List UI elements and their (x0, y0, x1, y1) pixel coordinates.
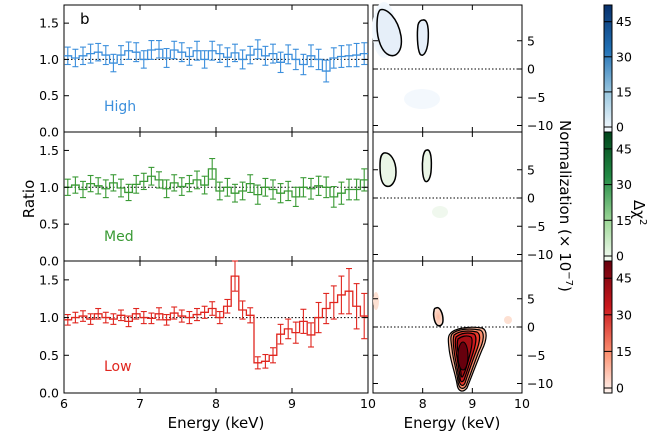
low-faint-region (373, 292, 379, 310)
y-tick-label: 0.5 (39, 348, 59, 363)
right-y-tick-label: 0 (527, 191, 535, 206)
right-panel-high (372, 2, 523, 133)
right-panel-med-frame (372, 131, 523, 262)
colorbar-tick-label: 30 (616, 307, 632, 322)
series-label-low: Low (104, 359, 132, 375)
y-tick-label: 1.5 (39, 272, 59, 287)
right-y-tick-label: −5 (527, 348, 545, 363)
colorbar-tick-label: 45 (616, 271, 632, 286)
colorbar-tick-label: 30 (616, 177, 632, 192)
ratio-axis-label: Ratio (20, 180, 38, 219)
colorbar-tick-label: 45 (616, 14, 632, 29)
med-faint-region (432, 206, 448, 218)
right-x-tick-label: 9 (468, 396, 476, 411)
high-faint-region (404, 89, 440, 109)
normalization-axis-label: Normalization (× 10−7) (556, 120, 574, 292)
left-panel-high: b High (63, 4, 369, 133)
right-x-tick-label: 8 (419, 396, 427, 411)
colorbar-segment-green (603, 131, 613, 262)
right-y-tick-label: 5 (527, 162, 535, 177)
right-x-tick-label: 10 (514, 396, 530, 411)
y-tick-label: 0.0 (39, 125, 59, 140)
x-tick-label: 7 (136, 396, 144, 411)
colorbar: 45 30 15 0 45 30 15 0 45 30 15 0 Δχ2 (603, 4, 648, 396)
colorbar-segment-red (603, 260, 613, 394)
left-axes: 0.0 0.5 1.0 1.5 0.0 0.5 1.0 1.5 0.0 0.5 1.0 1.5 6 7 8 9… (39, 5, 376, 411)
right-y-tick-label: −10 (527, 247, 553, 262)
y-tick-label: 0.0 (39, 254, 59, 269)
colorbar-tick-label: 0 (616, 381, 624, 396)
right-y-tick-label: 5 (527, 33, 535, 48)
left-xaxis-label: Energy (keV) (168, 414, 265, 432)
series-step-line (64, 275, 368, 364)
right-axes: 5 0 −5 −10 5 0 −5 −10 5 0 −5 −10 8 9 10 (373, 5, 553, 411)
y-tick-label: 0.5 (39, 217, 59, 232)
right-y-tick-label: −10 (527, 376, 553, 391)
low-contour-core (457, 341, 469, 371)
right-y-tick-label: 5 (527, 291, 535, 306)
series-step-line (64, 168, 368, 198)
colorbar-label: Δχ2 (630, 200, 648, 225)
right-y-tick-label: −5 (527, 90, 545, 105)
y-tick-label: 0.5 (39, 88, 59, 103)
left-panel-med: Med (63, 131, 369, 262)
right-y-tick-label: −10 (527, 118, 553, 133)
x-tick-label: 9 (288, 396, 296, 411)
series-step-line (64, 48, 368, 72)
y-tick-label: 1.5 (39, 16, 59, 31)
high-contour (416, 19, 430, 56)
series-label-med: Med (104, 229, 134, 245)
colorbar-segment-blue (603, 4, 613, 133)
x-tick-label: 10 (360, 396, 376, 411)
right-panel-med (372, 131, 523, 262)
y-tick-label: 1.0 (39, 52, 59, 67)
right-y-tick-label: 0 (527, 320, 535, 335)
series-low (64, 260, 368, 370)
series-high (64, 39, 368, 83)
y-tick-label: 1.0 (39, 180, 59, 195)
med-contour (379, 152, 397, 188)
series-med (64, 157, 368, 208)
colorbar-ticks: 45 30 15 0 45 30 15 0 45 30 15 0 (604, 14, 632, 396)
right-y-tick-label: 0 (527, 62, 535, 77)
right-xaxis-label: Energy (keV) (404, 414, 501, 432)
colorbar-tick-label: 45 (616, 141, 632, 156)
colorbar-tick-label: 0 (616, 249, 624, 264)
colorbar-tick-label: 15 (616, 84, 632, 99)
right-y-tick-label: −5 (527, 219, 545, 234)
x-tick-label: 6 (60, 396, 68, 411)
y-tick-label: 1.5 (39, 143, 59, 158)
y-tick-label: 1.0 (39, 310, 59, 325)
high-contour (376, 8, 403, 57)
low-contour (432, 306, 444, 327)
panel-label: b (80, 10, 90, 28)
left-panel-low: Low (63, 260, 369, 394)
colorbar-tick-label: 0 (616, 120, 624, 135)
colorbar-tick-label: 30 (616, 49, 632, 64)
series-label-high: High (104, 99, 136, 115)
x-tick-label: 8 (212, 396, 220, 411)
low-faint-region (504, 316, 512, 324)
colorbar-tick-label: 15 (616, 213, 632, 228)
right-panel-low (372, 260, 523, 394)
y-tick-label: 0.0 (39, 386, 59, 401)
colorbar-tick-label: 15 (616, 344, 632, 359)
med-contour (421, 149, 433, 183)
